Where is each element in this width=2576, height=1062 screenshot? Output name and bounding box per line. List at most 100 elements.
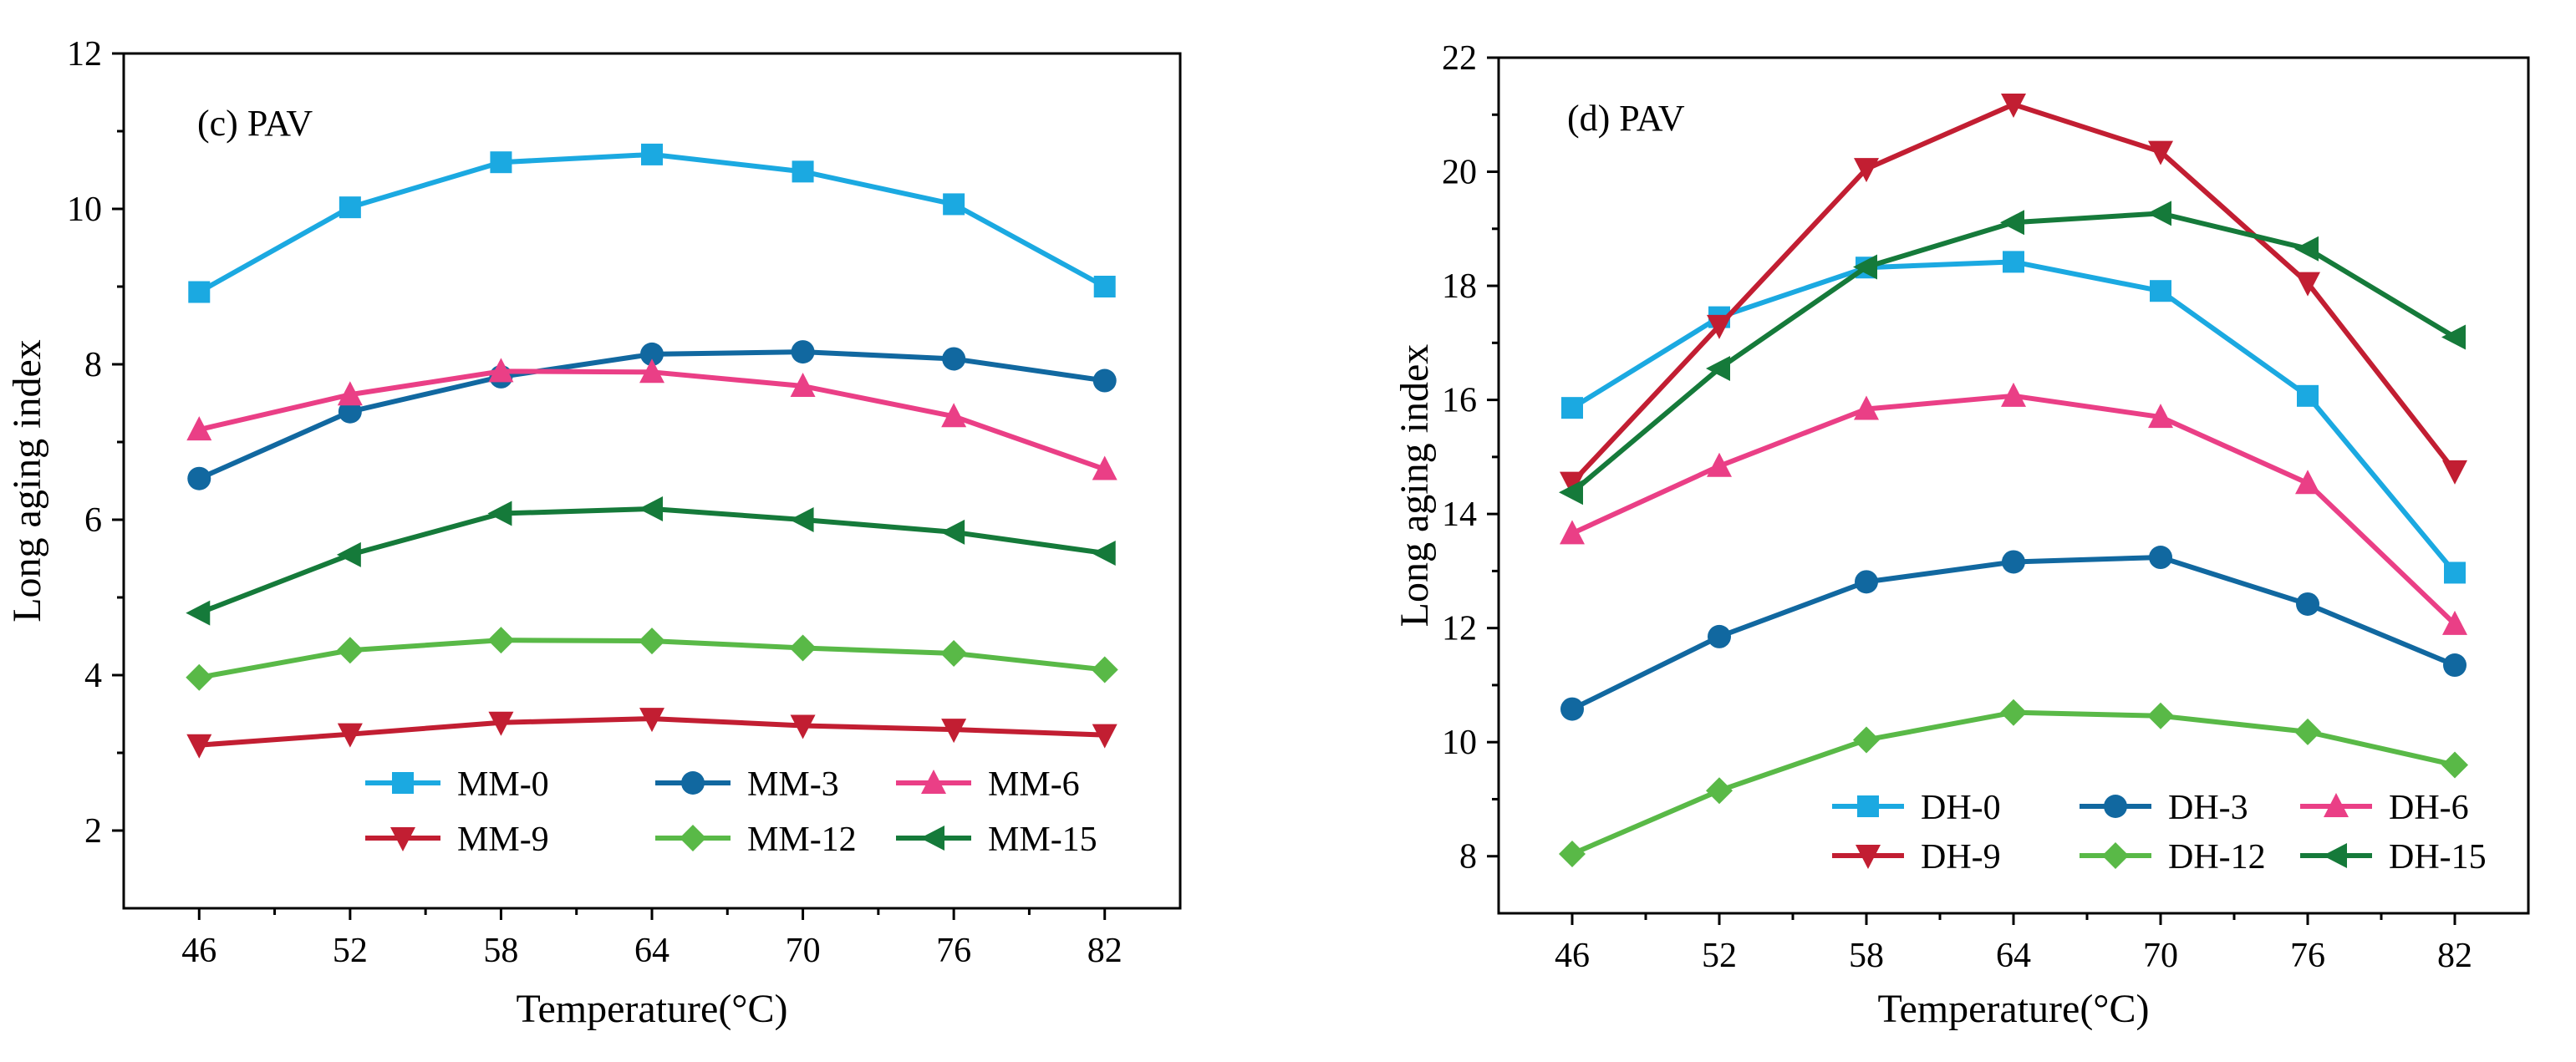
data-point [789, 634, 817, 662]
x-tick-label: 64 [634, 932, 669, 970]
legend-label: DH-15 [2389, 838, 2487, 877]
data-point [943, 193, 965, 216]
data-point [186, 600, 211, 626]
data-point [1853, 254, 1877, 280]
data-point [1707, 452, 1732, 477]
data-point [1706, 356, 1730, 382]
data-point [1707, 314, 1732, 339]
series-line [1571, 259, 2457, 575]
data-point [941, 403, 967, 428]
legend-item: DH-9 [1832, 838, 2001, 877]
legend-item: MM-12 [655, 821, 857, 859]
data-point [790, 714, 816, 739]
data-point [2001, 382, 2026, 407]
data-point [2442, 460, 2467, 485]
x-tick-label: 52 [333, 932, 368, 970]
x-tick-label: 70 [786, 932, 821, 970]
y-tick-label: 16 [1442, 382, 1477, 420]
data-point [186, 663, 213, 691]
y-tick-label: 2 [84, 812, 102, 851]
y-axis-title: Long aging index [1392, 344, 1437, 628]
data-point [338, 399, 362, 424]
data-point [337, 381, 363, 406]
legend-marker [680, 825, 706, 851]
y-tick-label: 10 [67, 191, 102, 229]
series-DH-15 [1559, 201, 2466, 506]
data-point [2295, 272, 2320, 297]
legend-label: MM-12 [747, 821, 857, 859]
data-point [336, 637, 364, 664]
data-point [2148, 140, 2173, 165]
data-point [791, 340, 815, 364]
data-point [187, 466, 211, 490]
data-point [1091, 656, 1118, 683]
data-point [1092, 368, 1117, 393]
y-tick-label: 8 [84, 346, 102, 384]
data-point [1560, 697, 1584, 721]
x-tick-label: 58 [483, 932, 518, 970]
y-tick-label: 22 [1442, 39, 1477, 78]
data-point [940, 519, 965, 545]
data-point [639, 495, 663, 521]
data-point [339, 196, 361, 219]
y-tick-label: 12 [1442, 610, 1477, 648]
legend-marker [390, 827, 415, 851]
data-point [2294, 236, 2319, 262]
legend-label: MM-3 [747, 765, 839, 804]
series-MM-9 [186, 708, 1117, 759]
data-point [488, 711, 514, 736]
data-point [1560, 520, 1585, 545]
y-tick-label: 18 [1442, 267, 1477, 306]
data-point [2294, 718, 2321, 745]
x-tick-label: 46 [1555, 937, 1590, 975]
x-tick-label: 52 [1702, 937, 1737, 975]
legend-marker [2323, 843, 2347, 868]
data-point [487, 627, 515, 654]
legend-marker [392, 772, 414, 794]
data-point [1091, 540, 1116, 566]
x-tick-label: 76 [2290, 937, 2325, 975]
series-DH-9 [1560, 93, 2467, 496]
legend-marker [920, 826, 944, 851]
data-point [2148, 404, 2173, 429]
x-tick-label: 58 [1849, 937, 1884, 975]
data-point [1560, 471, 1585, 496]
data-point [186, 416, 212, 441]
data-point [641, 143, 663, 165]
legend-item: DH-15 [2300, 838, 2487, 877]
data-point [942, 347, 966, 371]
data-point [1561, 397, 1583, 419]
x-tick-label: 82 [1087, 932, 1123, 970]
y-tick-label: 12 [67, 35, 102, 74]
data-point [2147, 201, 2171, 226]
legend-item: MM-9 [365, 821, 549, 859]
data-point [1559, 480, 1583, 506]
chart-panel-0: 46 52 58 64 70 76 8224681012Temperature(°C)Lon… [5, 35, 1182, 1031]
y-axis-title: Long aging index [5, 339, 49, 622]
data-point [2441, 324, 2466, 350]
data-point [789, 507, 814, 532]
series-line [1570, 101, 2457, 485]
x-tick-label: 82 [2437, 937, 2472, 975]
data-point [2443, 653, 2467, 678]
series-line [1571, 709, 2456, 856]
data-point [2147, 702, 2174, 729]
data-point [487, 501, 512, 526]
y-tick-label: 14 [1442, 495, 1477, 534]
data-point [488, 358, 514, 383]
data-point [2295, 470, 2320, 495]
x-tick-label: 64 [1996, 937, 2031, 975]
x-tick-label: 76 [936, 932, 971, 970]
data-point [2000, 699, 2027, 726]
x-axis-title: Temperature(°C) [1877, 987, 2149, 1031]
legend-label: MM-6 [988, 765, 1080, 804]
data-point [2297, 384, 2319, 407]
legend-marker [1857, 795, 1879, 817]
legend-label: MM-15 [988, 821, 1097, 859]
legend-label: MM-9 [457, 821, 549, 859]
data-point [2149, 546, 2172, 570]
data-point [2003, 251, 2024, 273]
data-point [1092, 455, 1117, 480]
series-line [197, 151, 1107, 295]
legend: DH-0 DH-3 DH-6 DH-9 DH-12 DH-15 [1832, 789, 2487, 877]
